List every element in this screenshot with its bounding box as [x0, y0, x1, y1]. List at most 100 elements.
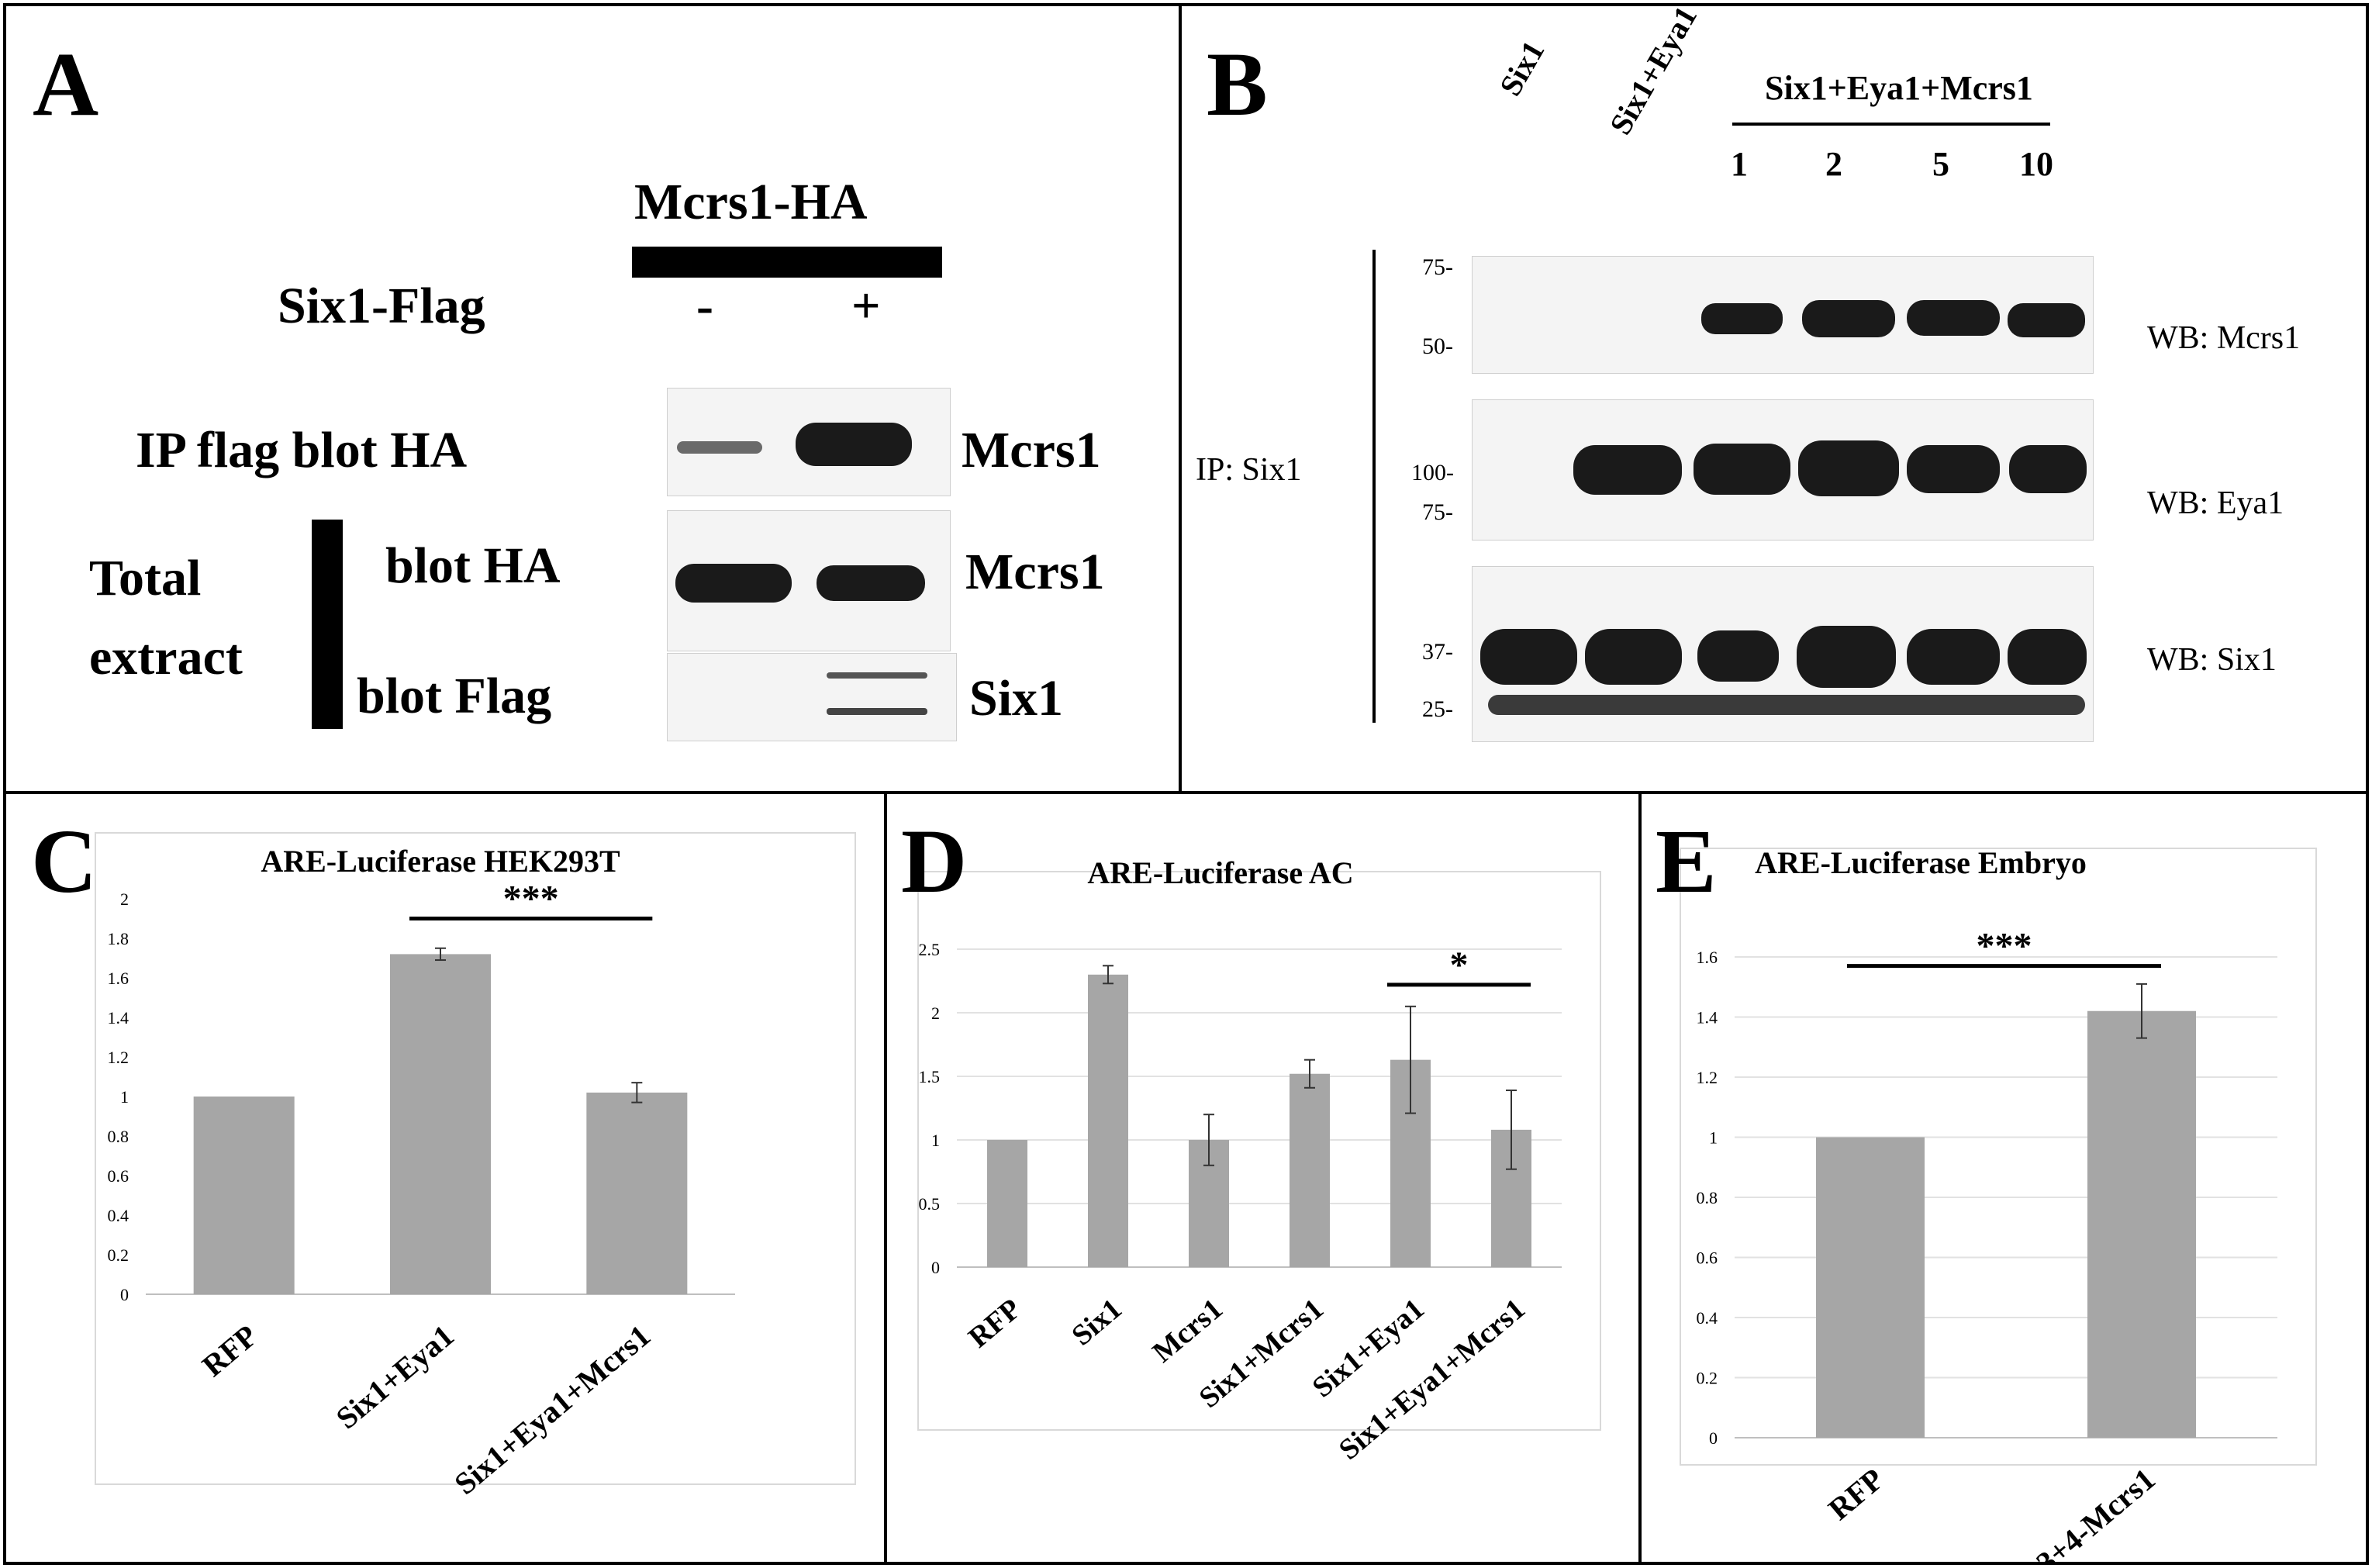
- wb-mcrs1: WB: Mcrs1: [2147, 320, 2301, 356]
- y-tick-label: 2.5: [919, 940, 941, 959]
- significance-label: ***: [1977, 926, 2032, 967]
- band-b-six1-lane1: [1480, 629, 1577, 685]
- band-b-eya1-lane5: [1907, 445, 2000, 493]
- significance-label: *: [1450, 945, 1469, 986]
- chart-title: ARE-Luciferase HEK293T: [261, 844, 620, 879]
- y-tick-label: 1.2: [108, 1048, 129, 1067]
- ip-label: IP: Six1: [1196, 452, 1302, 488]
- y-tick-label: 2: [120, 889, 129, 909]
- x-category-label: Six1+Eya1+Mcrs1: [1333, 1293, 1531, 1466]
- mw-mcrs1-75: 75-: [1422, 254, 1453, 280]
- y-tick-label: 0.8: [1697, 1188, 1718, 1207]
- band-flag-lane2-upper: [827, 672, 927, 679]
- y-tick-label: 0.4: [1697, 1308, 1718, 1328]
- band-b-six1-lower: [1488, 695, 2085, 715]
- bar-0: [193, 1097, 295, 1294]
- y-tick-label: 0.5: [919, 1194, 941, 1214]
- blot-ip: [667, 388, 951, 496]
- row-total-line1: Total: [89, 550, 202, 606]
- x-category-label: Six1+Eya1+Mcrs1: [447, 1318, 657, 1501]
- dose-1: 1: [1731, 145, 1748, 183]
- bar-0: [987, 1140, 1027, 1267]
- y-tick-label: 0: [1709, 1428, 1718, 1448]
- construct-label: Mcrs1-HA: [634, 174, 868, 230]
- y-tick-label: 1.6: [108, 969, 129, 988]
- lane-six1-eya1: Six1+Eya1: [1602, 0, 1704, 141]
- bar-3: [1290, 1073, 1330, 1267]
- chart-c: ARE-Luciferase HEK293T 0 0.2 0.4 0.6 0.8 1 1.2 1…: [95, 832, 856, 1501]
- y-tick-label: 0.4: [108, 1206, 129, 1225]
- bar-0: [1816, 1137, 1925, 1438]
- condition-plus: +: [851, 278, 881, 334]
- y-tick-label: 0.2: [108, 1245, 129, 1265]
- row-blot-flag: blot Flag: [357, 668, 552, 724]
- y-tick-label: 0.8: [108, 1127, 129, 1146]
- condition-minus: -: [696, 278, 713, 334]
- y-tick-label: 0.2: [1697, 1369, 1718, 1388]
- band-b-six1-lane6: [2008, 629, 2087, 685]
- chart-frame: [95, 832, 856, 1485]
- panel-a: A Mcrs1-HA Six1-Flag - + IP flag blot HA…: [0, 0, 1179, 791]
- wb-six1: WB: Six1: [2147, 642, 2277, 678]
- band-b-six1-lane5: [1907, 629, 2000, 685]
- mw-six1-37: 37-: [1422, 639, 1453, 665]
- band-b-eya1-lane3: [1694, 444, 1790, 495]
- x-category-label: RFP: [962, 1293, 1027, 1355]
- band-b-six1-lane2: [1585, 629, 1682, 685]
- y-tick-label: 0: [931, 1258, 940, 1277]
- band-label-ha: Mcrs1: [965, 544, 1105, 600]
- blot-b-eya1: [1472, 399, 2094, 541]
- figure-frame: [3, 3, 2369, 1565]
- band-b-mcrs1-lane5: [1907, 300, 2000, 336]
- bar-1: [390, 954, 491, 1294]
- x-category-label: Six1+Eya1: [330, 1318, 461, 1435]
- panel-c-letter: C: [31, 810, 98, 912]
- total-extract-bracket: [312, 520, 343, 729]
- construct-bar: [632, 247, 942, 278]
- y-tick-label: 1: [931, 1131, 940, 1150]
- group-label: Six1+Eya1+Mcrs1: [1765, 69, 2033, 107]
- blot-ha: [667, 510, 951, 651]
- y-tick-label: 1: [120, 1087, 129, 1107]
- band-b-eya1-lane2: [1573, 445, 1682, 495]
- mw-mcrs1-50: 50-: [1422, 333, 1453, 359]
- x-category-label: MO3+4-Mcrs1: [1988, 1461, 2161, 1562]
- row-blot-ha: blot HA: [385, 537, 561, 594]
- y-tick-label: 1.5: [919, 1067, 941, 1086]
- y-tick-label: 1.4: [1697, 1008, 1718, 1027]
- y-tick-label: 1.6: [1697, 948, 1718, 967]
- group-line: [1732, 123, 2050, 126]
- chart-title: ARE-Luciferase AC: [1087, 855, 1353, 890]
- lane-six1: Six1: [1492, 34, 1552, 102]
- ip-bracket: [1372, 250, 1376, 723]
- dose-2: 2: [1825, 145, 1842, 183]
- band-ip-lane2: [796, 423, 912, 466]
- band-b-six1-lane3: [1697, 630, 1779, 682]
- wb-eya1: WB: Eya1: [2147, 485, 2284, 521]
- y-tick-label: 0.6: [1697, 1249, 1718, 1268]
- bar-2: [586, 1092, 688, 1294]
- mw-six1-25: 25-: [1422, 696, 1453, 722]
- panel-b: B Six1 Six1+Eya1 Six1+Eya1+Mcrs1 1 2 5 1…: [1182, 0, 2369, 791]
- panel-e: E ARE-Luciferase Embryo 0 0.2 0.4 0.6 0.8 1 1.2…: [1642, 794, 2369, 1568]
- y-tick-label: 1.8: [108, 929, 129, 948]
- divider-ab: [1179, 3, 1182, 794]
- row-total-line2: extract: [89, 629, 243, 686]
- band-ha-lane2: [817, 565, 925, 601]
- divider-cd: [884, 791, 887, 1565]
- condition-label: Six1-Flag: [278, 278, 485, 334]
- y-tick-label: 1.2: [1697, 1068, 1718, 1087]
- chart-e: ARE-Luciferase Embryo 0 0.2 0.4 0.6 0.8 1 1.2 1.…: [1680, 845, 2317, 1568]
- band-flag-lane2-lower: [827, 708, 927, 715]
- band-b-six1-lane4: [1797, 626, 1896, 688]
- x-category-label: Six1: [1065, 1293, 1127, 1352]
- y-tick-label: 1.4: [108, 1008, 129, 1027]
- chart-frame: [1680, 848, 2317, 1466]
- panel-a-letter: A: [33, 33, 99, 135]
- blot-b-mcrs1: [1472, 256, 2094, 374]
- band-b-mcrs1-lane4: [1802, 300, 1895, 337]
- chart-d: ARE-Luciferase AC 0 0.5 1 1.5 2 2.5 RFP Six1 Mcrs…: [917, 855, 1601, 1466]
- panel-c: C ARE-Luciferase HEK293T 0 0.2 0.4 0.6 0.8 1 1.…: [6, 794, 884, 1562]
- y-tick-label: 2: [931, 1003, 940, 1023]
- x-category-label: Mcrs1: [1147, 1293, 1229, 1369]
